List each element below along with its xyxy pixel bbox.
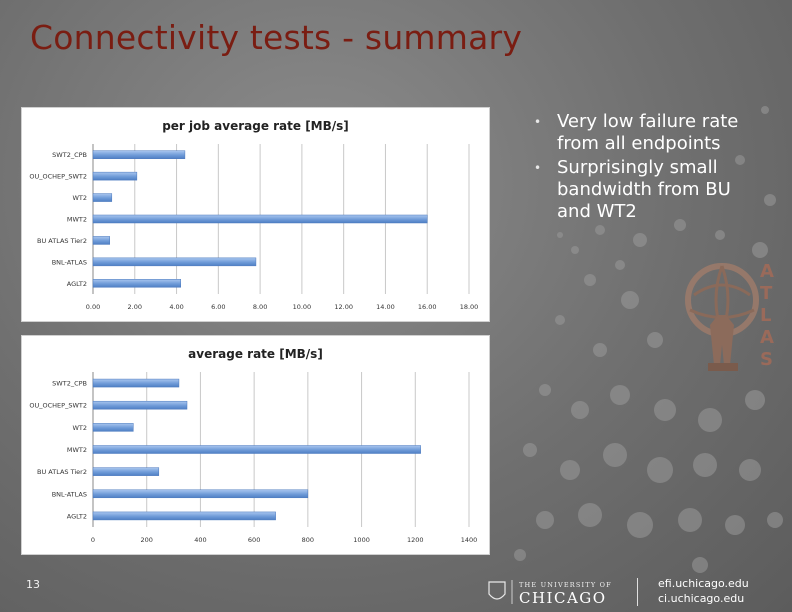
y-category-label: MWT2 xyxy=(67,216,87,224)
atlas-letter: L xyxy=(760,305,771,326)
y-category-label: WT2 xyxy=(72,194,87,202)
university-line1: THE UNIVERSITY OF xyxy=(519,581,612,589)
x-tick-label: 0 xyxy=(91,536,95,544)
footer-link-ci[interactable]: ci.uchicago.edu xyxy=(658,592,745,605)
footer-link-efi[interactable]: efi.uchicago.edu xyxy=(658,577,749,590)
bullet-dot: • xyxy=(534,115,542,129)
x-tick-label: 6.00 xyxy=(211,303,225,311)
university-logo: THE UNIVERSITY OF CHICAGO xyxy=(488,580,612,606)
bullet-dot: • xyxy=(534,161,542,175)
chart-average-rate: average rate [MB/s] 0 200 400 600 800 1000 1200… xyxy=(21,335,490,555)
y-category-label: WT2 xyxy=(72,424,87,432)
bullet-item: • Surprisingly small bandwidth from BU an… xyxy=(530,157,750,223)
x-tick-label: 200 xyxy=(141,536,153,544)
bullet-text: Very low failure rate from all endpoints xyxy=(557,111,739,154)
y-category-label: BU ATLAS Tier2 xyxy=(37,237,87,245)
bar-bu-atlas-tier2 xyxy=(92,467,160,476)
chart-average-rate-svg: average rate [MB/s] 0 200 400 600 800 1000 1200… xyxy=(29,347,478,544)
y-category-label: AGLT2 xyxy=(67,280,87,288)
footer-separator xyxy=(637,578,638,606)
chart-title: per job average rate [MB/s] xyxy=(162,119,349,133)
x-tick-label: 18.00 xyxy=(460,303,479,311)
x-tick-label: 0.00 xyxy=(86,303,100,311)
y-category-label: SWT2_CPB xyxy=(52,380,87,388)
chart-per-job-rate: per job average rate [MB/s] 0.00 2.00 4.00 6… xyxy=(21,107,490,322)
x-tick-label: 400 xyxy=(194,536,206,544)
bar-ou-ochep-swt2 xyxy=(92,400,188,410)
bar-aglt2 xyxy=(92,511,276,521)
x-tick-label: 1400 xyxy=(461,536,478,544)
bar-ou-ochep-swt2 xyxy=(92,171,138,181)
atlas-logo: A T L A S xyxy=(685,261,774,371)
page-number: 13 xyxy=(26,578,40,591)
bar-wt2 xyxy=(92,423,134,432)
y-category-label: BNL-ATLAS xyxy=(52,258,87,266)
x-tick-label: 12.00 xyxy=(334,303,353,311)
bar-swt2-cpb xyxy=(92,150,186,159)
x-tick-label: 10.00 xyxy=(293,303,312,311)
bar-mwt2 xyxy=(92,445,421,454)
x-tick-label: 16.00 xyxy=(418,303,437,311)
x-tick-label: 600 xyxy=(248,536,260,544)
bar-aglt2 xyxy=(92,279,181,288)
atlas-letter: T xyxy=(760,283,773,304)
bar-bu-atlas-tier2 xyxy=(92,236,110,245)
chart-per-job-rate-svg: per job average rate [MB/s] 0.00 2.00 4.00 6… xyxy=(29,119,479,311)
x-tick-label: 8.00 xyxy=(253,303,267,311)
x-tick-label: 1000 xyxy=(353,536,370,544)
bar-mwt2 xyxy=(92,214,428,224)
y-category-label: MWT2 xyxy=(67,446,87,454)
bar-bnl-atlas xyxy=(92,257,257,267)
y-category-label: OU_OCHEP_SWT2 xyxy=(29,173,87,181)
x-tick-label: 14.00 xyxy=(376,303,395,311)
slide-title: Connectivity tests - summary xyxy=(30,18,523,57)
atlas-letter: S xyxy=(760,349,773,370)
bar-wt2 xyxy=(92,193,113,202)
y-category-label: BNL-ATLAS xyxy=(52,490,87,498)
shield-icon xyxy=(488,581,506,600)
y-category-label: SWT2_CPB xyxy=(52,151,87,159)
y-category-label: BU ATLAS Tier2 xyxy=(37,468,87,476)
x-tick-label: 4.00 xyxy=(169,303,183,311)
atlas-letter: A xyxy=(760,327,774,348)
university-line2: CHICAGO xyxy=(519,589,607,606)
bar-swt2-cpb xyxy=(92,378,180,388)
y-category-label: OU_OCHEP_SWT2 xyxy=(29,402,87,410)
bar-bnl-atlas xyxy=(92,489,309,499)
x-tick-label: 2.00 xyxy=(128,303,142,311)
y-category-label: AGLT2 xyxy=(67,512,87,520)
x-tick-label: 1200 xyxy=(407,536,424,544)
x-tick-label: 800 xyxy=(302,536,314,544)
bullet-text: Surprisingly small bandwidth from BU and… xyxy=(557,157,731,222)
chart-title: average rate [MB/s] xyxy=(188,347,323,361)
atlas-letter: A xyxy=(760,261,774,282)
footer-links: efi.uchicago.edu ci.uchicago.edu xyxy=(658,576,749,606)
bullet-list: • Very low failure rate from all endpoint… xyxy=(530,111,750,225)
bullet-item: • Very low failure rate from all endpoint… xyxy=(530,111,750,155)
